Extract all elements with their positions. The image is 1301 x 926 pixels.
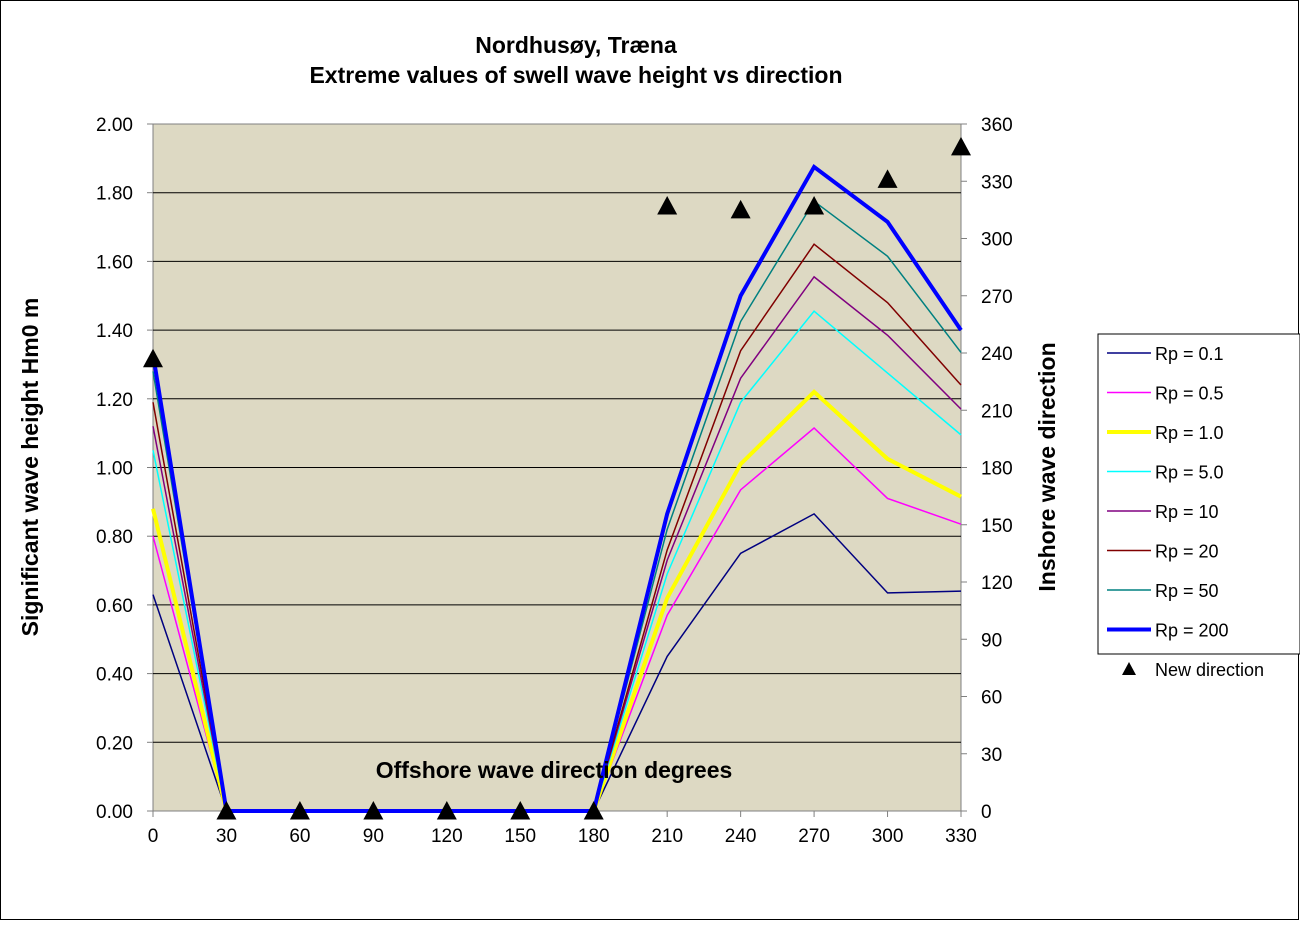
series-line: [151, 163, 963, 813]
x-tick-label: 90: [363, 826, 384, 847]
direction-marker: [583, 801, 604, 820]
y2-tick-label: 150: [981, 516, 1013, 537]
y-tick-label: 2.00: [96, 115, 133, 136]
y-tick-label: 0.40: [96, 665, 133, 686]
y-tick-label: 1.00: [96, 459, 133, 480]
legend-label: Rp = 10: [1155, 502, 1219, 522]
tick-labels: 0.00 0.20 0.40 0.60 0.80 1.00 1.20 1.40 1.60 1.80…: [96, 115, 1013, 847]
y-tick-label: 0.00: [96, 802, 133, 823]
y2-axis-title: Inshore wave direction: [1034, 342, 1060, 591]
direction-marker: [877, 169, 898, 188]
y2-tick-label: 300: [981, 230, 1013, 251]
gridlines: [147, 123, 967, 817]
y-axis-title: Significant wave height Hm0 m: [17, 298, 43, 637]
marker-layer: [143, 136, 971, 820]
y-tick-label: 1.60: [96, 252, 133, 273]
legend-label: New direction: [1155, 660, 1264, 680]
legend-label: Rp = 200: [1155, 621, 1229, 641]
x-tick-label: 210: [651, 826, 683, 847]
y2-tick-label: 360: [981, 115, 1013, 136]
y2-tick-label: 120: [981, 573, 1013, 594]
y2-tick-label: 180: [981, 459, 1013, 480]
y-tick-label: 1.80: [96, 184, 133, 205]
x-tick-label: 150: [504, 826, 536, 847]
x-tick-label: 0: [148, 826, 159, 847]
x-axis-title: Offshore wave direction degrees: [376, 757, 733, 783]
y2-tick-label: 210: [981, 401, 1013, 422]
legend-label: Rp = 0.1: [1155, 344, 1224, 364]
y-tick-label: 1.40: [96, 321, 133, 342]
direction-marker: [436, 801, 457, 820]
direction-marker: [657, 196, 678, 215]
direction-marker: [510, 801, 531, 820]
x-tick-label: 30: [216, 826, 237, 847]
direction-marker: [289, 801, 310, 820]
y2-tick-label: 30: [981, 745, 1002, 766]
y2-tick-label: 330: [981, 172, 1013, 193]
legend-label: Rp = 1.0: [1155, 423, 1224, 443]
direction-marker: [730, 199, 751, 219]
legend-label: Rp = 50: [1155, 581, 1219, 601]
x-tick-label: 240: [725, 826, 757, 847]
x-tick-label: 60: [289, 826, 310, 847]
x-tick-label: 330: [945, 826, 977, 847]
legend-label: Rp = 0.5: [1155, 384, 1224, 404]
direction-marker: [216, 801, 237, 820]
legend-label: Rp = 5.0: [1155, 463, 1224, 483]
y2-tick-label: 240: [981, 344, 1013, 365]
y-tick-label: 0.20: [96, 733, 133, 754]
chart-title: Nordhusøy, Træna: [475, 32, 677, 58]
y-tick-label: 1.20: [96, 390, 133, 411]
y2-tick-label: 270: [981, 287, 1013, 308]
series-layer: [151, 163, 963, 813]
direction-marker: [951, 136, 971, 156]
legend: Rp = 0.1 Rp = 0.5 Rp = 1.0 Rp = 5.0 Rp = 10 R…: [1097, 333, 1301, 680]
legend-swatch: [1122, 662, 1136, 675]
direction-marker: [363, 801, 384, 820]
direction-marker: [804, 196, 825, 215]
chart-subtitle: Extreme values of swell wave height vs d…: [309, 62, 842, 88]
y2-tick-label: 90: [981, 630, 1002, 651]
x-tick-label: 270: [798, 826, 830, 847]
x-tick-label: 180: [578, 826, 610, 847]
y2-tick-label: 60: [981, 688, 1002, 709]
direction-marker: [143, 348, 163, 368]
y2-tick-label: 0: [981, 802, 992, 823]
legend-box: [1097, 333, 1301, 655]
x-tick-label: 300: [872, 826, 904, 847]
y-tick-label: 0.80: [96, 527, 133, 548]
x-tick-label: 120: [431, 826, 463, 847]
y-tick-label: 0.60: [96, 596, 133, 617]
legend-label: Rp = 20: [1155, 542, 1219, 562]
